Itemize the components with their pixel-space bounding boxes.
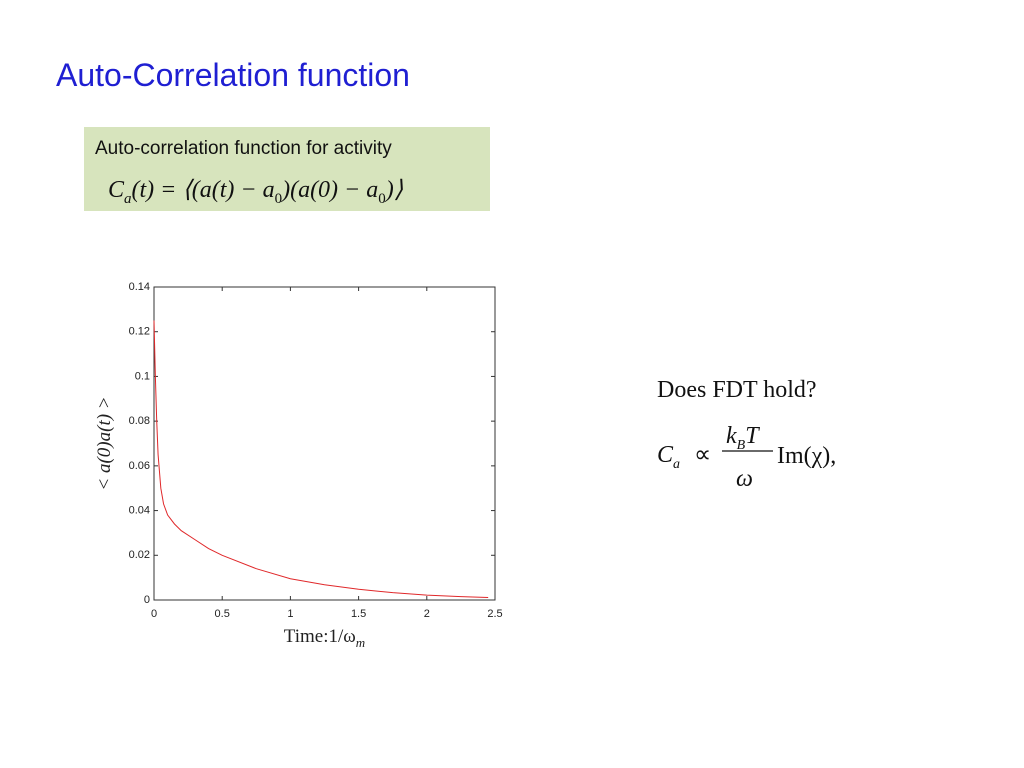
fdt-sub: a xyxy=(673,457,680,472)
formula-box xyxy=(84,127,490,211)
fdt-part: k xyxy=(726,423,737,449)
formula-sub: a xyxy=(124,191,132,207)
y-tick-label: 0 xyxy=(144,594,150,606)
fdt-part: T xyxy=(745,423,760,449)
fdt-rhs: Im(χ), xyxy=(777,443,836,469)
plot-frame xyxy=(153,286,496,601)
x-tick-label: 2 xyxy=(424,608,430,620)
x-label-part: Time:1/ω xyxy=(284,626,356,647)
y-tick-label: 0.14 xyxy=(129,281,150,293)
x-tick-label: 2.5 xyxy=(487,608,502,620)
y-tick-label: 0.06 xyxy=(129,460,150,472)
formula-part: C xyxy=(108,177,125,203)
formula-part: )(a(0) − a xyxy=(280,177,378,203)
fdt-part: C xyxy=(657,442,674,468)
fdt-lhs: Ca xyxy=(657,442,680,472)
question: Does FDT hold? xyxy=(657,377,817,403)
y-tick-label: 0.1 xyxy=(135,370,150,382)
x-label-sub: m xyxy=(356,635,365,650)
x-tick-label: 1 xyxy=(287,608,293,620)
formula-part: )⟩ xyxy=(384,177,404,203)
chart: 0 0.02 0.04 0.06 0.08 0.1 0.12 0.14 0 0.5 1 1.5 2 2.5… xyxy=(94,281,503,650)
y-tick-label: 0.04 xyxy=(129,504,150,516)
slide-title: Auto-Correlation function xyxy=(56,57,410,93)
y-tick-label: 0.02 xyxy=(129,549,150,561)
formula-sub: 0 xyxy=(275,191,283,207)
fdt-relation: ∝ xyxy=(694,442,711,468)
x-axis-label: Time:1/ωm xyxy=(284,626,365,650)
y-tick-label: 0.08 xyxy=(129,415,150,427)
y-axis-label: < a(0)a(t) > xyxy=(94,396,115,490)
x-tick-label: 1.5 xyxy=(351,608,366,620)
x-tick-label: 0 xyxy=(151,608,157,620)
line-series xyxy=(153,320,489,599)
fdt-denominator: ω xyxy=(736,466,753,492)
formula-sub: 0 xyxy=(378,191,386,207)
box-formula: Ca(t) = ⟨(a(t) − a0)(a(0) − a0)⟩ xyxy=(108,177,404,207)
formula-part: (t) = ⟨(a(t) − a xyxy=(132,177,275,203)
x-tick-label: 0.5 xyxy=(215,608,230,620)
box-caption: Auto-correlation function for activity xyxy=(95,138,392,159)
fdt-formula: Ca ∝ kBT ω Im(χ), xyxy=(657,423,836,492)
y-tick-label: 0.12 xyxy=(129,326,150,338)
fdt-numerator: kBT xyxy=(726,423,760,453)
fdt-sub: B xyxy=(737,438,746,453)
